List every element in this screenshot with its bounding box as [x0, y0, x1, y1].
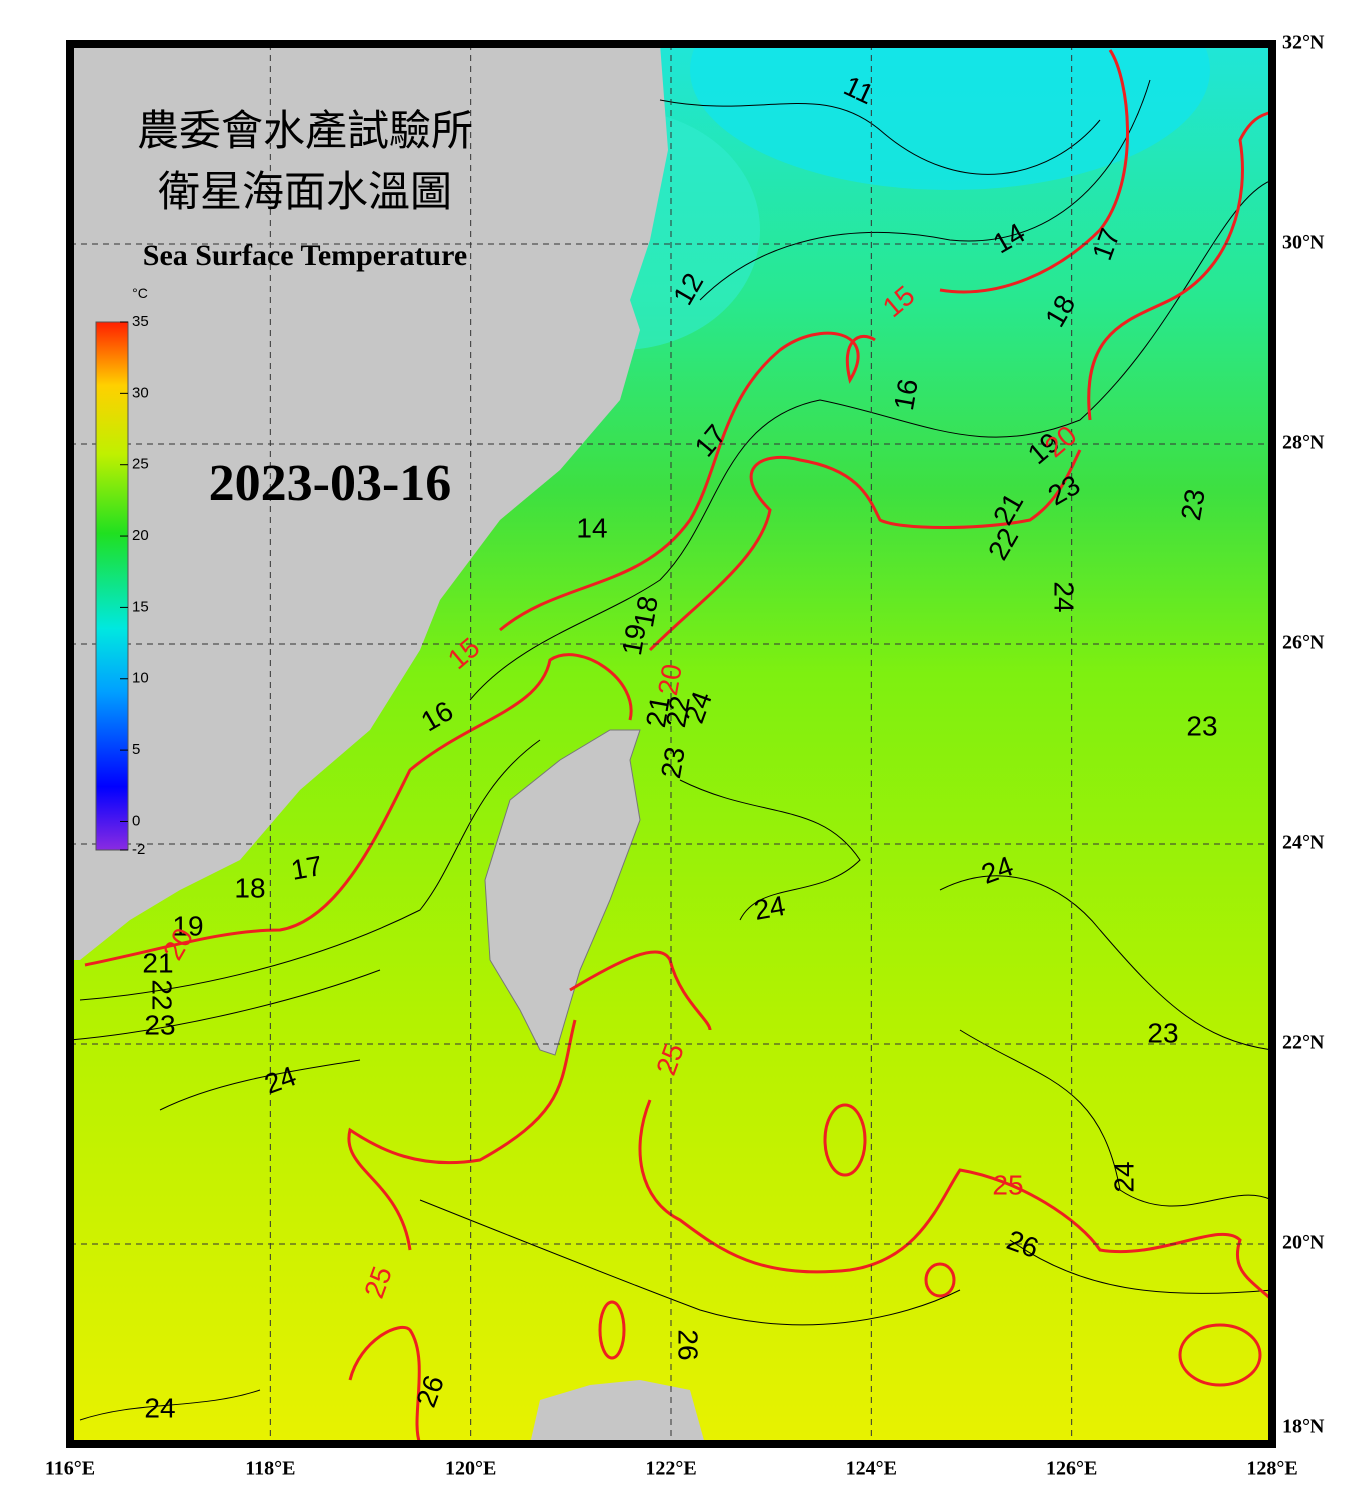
- graticule: [70, 44, 1272, 1444]
- lon-label: 118°E: [245, 1458, 295, 1480]
- contour-label: 23: [655, 745, 691, 781]
- contour-label: 23: [144, 1009, 175, 1040]
- title-en: Sea Surface Temperature: [143, 239, 467, 272]
- lat-label: 22°N: [1282, 1032, 1325, 1054]
- contour-label: 18: [234, 872, 265, 903]
- colorbar: [95, 321, 129, 851]
- contour-label: 25: [992, 1169, 1023, 1200]
- lat-label: 30°N: [1282, 232, 1325, 254]
- luzon: [530, 1380, 705, 1444]
- colorbar-ticks: 35 30 25 20 15 10 5 0 -2: [120, 313, 149, 858]
- contour-label: 23: [1175, 487, 1211, 523]
- colorbar-tick-label: -2: [132, 841, 145, 858]
- contour-label: 22: [660, 694, 696, 730]
- contour-label: 24: [1049, 581, 1080, 612]
- cold-water: [690, 44, 1210, 190]
- contour-label: 22: [147, 979, 178, 1010]
- lat-label: 32°N: [1282, 32, 1325, 54]
- colorbar-tick-label: 10: [132, 670, 149, 687]
- contour-label: 24: [1108, 1161, 1139, 1192]
- colorbar-unit: °C: [132, 285, 148, 301]
- colorbar-tick-label: 15: [132, 598, 149, 615]
- contour-label: 19: [616, 622, 652, 658]
- isotherms: [70, 79, 1272, 1421]
- title-zh: 衛星海面水溫圖: [158, 170, 452, 216]
- contour-label: 21: [640, 694, 676, 730]
- contour-label: 19: [172, 910, 203, 941]
- title-zh: 農委會水產試驗所: [137, 108, 473, 155]
- lon-label: 122°E: [645, 1458, 696, 1480]
- contour-label: 18: [628, 594, 664, 630]
- lon-label: 120°E: [445, 1458, 496, 1480]
- colorbar-tick-label: 30: [132, 384, 149, 401]
- colorbar-tick-label: 0: [132, 812, 140, 829]
- map-frame: [66, 40, 1276, 1448]
- lat-label: 26°N: [1282, 632, 1325, 654]
- lat-label: 20°N: [1282, 1232, 1325, 1254]
- colorbar-tick-label: 20: [132, 527, 149, 544]
- lon-label: 124°E: [846, 1458, 897, 1480]
- contour-label: 20: [652, 662, 688, 698]
- contour-label: 23: [1186, 710, 1217, 741]
- date: 2023-03-16: [209, 455, 452, 512]
- colorbar-tick-label: 25: [132, 456, 149, 473]
- contour-label: 23: [1147, 1017, 1178, 1048]
- taiwan: [484, 729, 641, 1056]
- contour-label: 26: [673, 1329, 704, 1360]
- lat-label: 24°N: [1282, 832, 1325, 854]
- lon-label: 116°E: [45, 1458, 95, 1480]
- mainland: [70, 44, 668, 960]
- contour-label: 16: [888, 377, 924, 413]
- colorbar-tick-label: 35: [132, 313, 149, 330]
- contour-label: 14: [576, 512, 607, 543]
- lat-label: 18°N: [1282, 1416, 1325, 1438]
- contour-label: 24: [144, 1392, 175, 1423]
- colorbar-tick-label: 5: [132, 741, 140, 758]
- lat-label: 28°N: [1282, 432, 1325, 454]
- contour-label: 17: [289, 850, 325, 886]
- red-isotherms: [84, 49, 1272, 1444]
- contour-label: 24: [752, 890, 788, 926]
- lon-label: 128°E: [1246, 1458, 1297, 1480]
- contour-label: 21: [142, 947, 173, 978]
- lon-label: 126°E: [1046, 1458, 1097, 1480]
- axis-labels: 32°N 30°N 28°N 26°N 24°N 22°N 20°N 18°N 116°E 118…: [45, 32, 1325, 1480]
